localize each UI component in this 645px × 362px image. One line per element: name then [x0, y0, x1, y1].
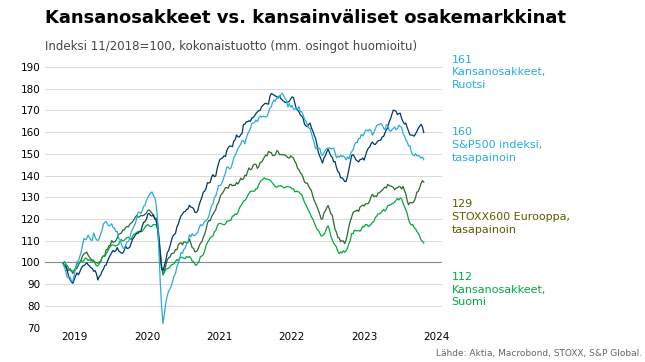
Text: 161
Kansanosakkeet,
Ruotsi: 161 Kansanosakkeet, Ruotsi — [451, 55, 546, 90]
Text: Lähde: Aktia, Macrobond, STOXX, S&P Global.: Lähde: Aktia, Macrobond, STOXX, S&P Glob… — [435, 349, 642, 358]
Text: Indeksi 11/2018=100, kokonaistuotto (mm. osingot huomioitu): Indeksi 11/2018=100, kokonaistuotto (mm.… — [45, 40, 417, 53]
Text: 112
Kansanosakkeet,
Suomi: 112 Kansanosakkeet, Suomi — [451, 272, 546, 307]
Text: 160
S&P500 indeksi,
tasapainoin: 160 S&P500 indeksi, tasapainoin — [451, 127, 542, 163]
Text: 129
STOXX600 Eurooppa,
tasapainoin: 129 STOXX600 Eurooppa, tasapainoin — [451, 199, 570, 235]
Text: Kansanosakkeet vs. kansainväliset osakemarkkinat: Kansanosakkeet vs. kansainväliset osakem… — [45, 9, 566, 27]
